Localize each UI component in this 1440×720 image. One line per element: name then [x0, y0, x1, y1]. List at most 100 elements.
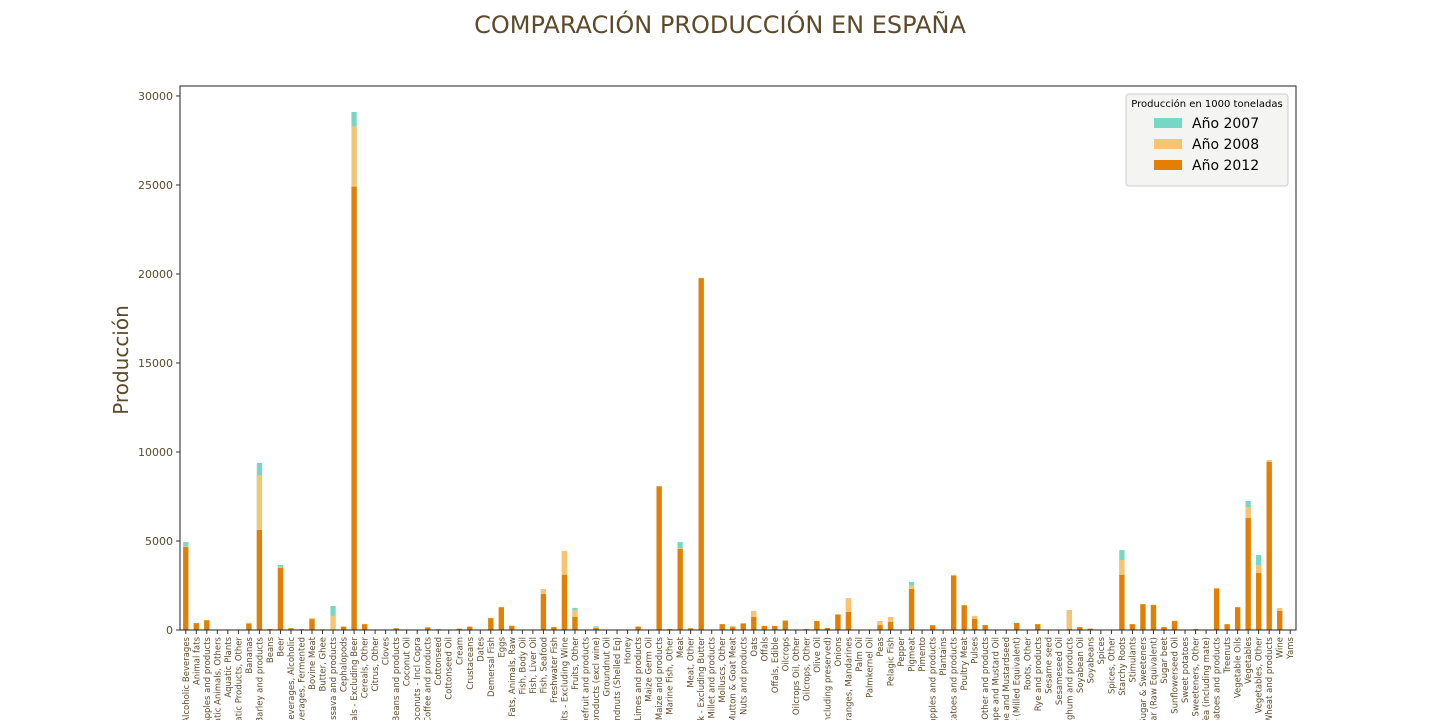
bar — [309, 619, 315, 630]
x-tick-label: Cassava and products — [329, 636, 339, 720]
y-tick-label: 0 — [166, 624, 173, 637]
bar — [183, 547, 189, 630]
bar — [814, 621, 820, 630]
bar — [1234, 607, 1241, 630]
bar — [772, 626, 778, 630]
x-tick-label: Roots, Other — [1023, 637, 1033, 691]
x-tick-label: Barley and products — [255, 636, 265, 720]
x-tick-label: Yams — [1286, 636, 1296, 660]
x-tick-label: Soyabeans — [1086, 636, 1096, 683]
x-tick-label: Groundnuts (Shelled Eq) — [613, 637, 623, 720]
x-tick-label: Wine — [1276, 637, 1286, 658]
x-tick-label: Pineapples and products — [929, 636, 939, 720]
legend-swatch — [1154, 139, 1182, 149]
bar — [635, 626, 641, 630]
x-tick-label: Citrus, Other — [371, 637, 381, 692]
x-tick-label: Coconut Oil — [403, 637, 413, 686]
bar — [593, 628, 599, 630]
legend-label: Año 2012 — [1192, 158, 1259, 174]
x-tick-label: Oilcrops Oil, Other — [792, 636, 802, 715]
bar — [540, 594, 547, 630]
y-tick-label: 25000 — [138, 179, 173, 192]
x-tick-label: Lemons, Limes and products — [634, 636, 644, 720]
x-tick-label: Beverages, Fermented — [297, 637, 307, 720]
bar — [782, 621, 788, 630]
x-tick-label: Crustaceans — [466, 636, 476, 689]
bar — [204, 620, 210, 630]
x-tick-label: Pimento — [918, 637, 928, 672]
bar — [1129, 624, 1136, 630]
x-tick-label: Vegetable Oils — [1234, 636, 1244, 698]
x-tick-label: Oilcrops, Other — [802, 637, 812, 701]
bar — [1087, 628, 1093, 630]
bar — [688, 628, 694, 630]
x-tick-label: Mutton & Goat Meat — [729, 636, 739, 720]
x-tick-label: Coconuts - Incl Copra — [413, 637, 423, 720]
bar — [835, 614, 841, 630]
x-tick-label: Sugar (Raw Equivalent) — [1149, 637, 1159, 720]
bar — [1277, 610, 1283, 630]
x-tick-label: Starchy Roots — [1118, 636, 1128, 695]
bar — [393, 628, 399, 630]
x-tick-label: Cloves — [382, 636, 392, 665]
x-tick-label: Fish, Seafood — [539, 637, 549, 693]
chart-title: COMPARACIÓN PRODUCCIÓN EN ESPAÑA — [474, 9, 966, 39]
x-tick-label: Sweet potatoes — [1181, 636, 1191, 703]
x-tick-label: Stimulants — [1128, 636, 1138, 682]
bar — [677, 549, 683, 630]
bar — [1266, 461, 1272, 630]
x-tick-label: Onions — [834, 636, 844, 666]
bar — [1171, 621, 1178, 630]
x-tick-label: Meat, Other — [687, 637, 697, 688]
bar — [1224, 624, 1230, 630]
bar — [877, 625, 883, 630]
x-tick-label: Sesame seed — [1044, 637, 1054, 694]
bar — [425, 627, 431, 630]
x-tick-label: Treenuts — [1223, 636, 1233, 674]
y-tick-label: 15000 — [138, 357, 173, 370]
x-tick-label: Sunflowerseed Oil — [1171, 637, 1181, 714]
plot-frame — [179, 85, 1297, 631]
bar — [1119, 574, 1125, 630]
bar — [972, 618, 978, 630]
bar — [340, 626, 347, 630]
x-tick-label: Palmkernel Oil — [865, 637, 875, 698]
x-tick-label: Soyabean Oil — [1076, 637, 1086, 693]
y-tick-label: 30000 — [138, 90, 173, 103]
x-tick-label: Olive Oil — [813, 637, 823, 673]
x-tick-label: Eggs — [497, 636, 507, 657]
x-tick-label: Alcoholic Beverages — [182, 636, 192, 720]
x-tick-label: Vegetables — [1244, 636, 1254, 684]
bar — [751, 617, 757, 630]
bar — [887, 621, 894, 630]
x-tick-label: Nuts and products — [739, 636, 749, 715]
x-tick-label: Spices — [1097, 636, 1107, 664]
bar — [961, 605, 967, 630]
bar — [845, 612, 852, 630]
x-tick-label: Maize Germ Oil — [645, 637, 655, 702]
x-tick-label: Palm Oil — [855, 637, 865, 672]
x-tick-label: Oats — [750, 636, 760, 656]
bar — [561, 574, 568, 630]
x-tick-label: Fish, Body Oil — [518, 637, 528, 694]
x-tick-label: Spices, Other — [1107, 637, 1117, 695]
x-tick-label: Peas — [876, 636, 886, 656]
bar — [351, 186, 357, 631]
bar — [488, 618, 494, 630]
x-tick-label: Milk - Excluding Butter — [697, 637, 707, 720]
legend-title: Producción en 1000 toneladas — [1131, 98, 1282, 110]
x-tick-label: Pulses, Other and products — [981, 636, 991, 720]
x-tick-label: Sugar & Sweeteners — [1139, 636, 1149, 720]
x-tick-label: Grapes and products (excl wine) — [592, 637, 602, 720]
bar — [1140, 604, 1146, 630]
x-tick-label: Butter, Ghee — [319, 637, 329, 691]
x-tick-label: Aquatic Plants — [224, 636, 234, 697]
y-tick-label: 20000 — [138, 268, 173, 281]
legend-swatch — [1154, 160, 1182, 170]
x-tick-label: Tomatoes and products — [1213, 636, 1223, 720]
x-tick-label: Honey — [624, 637, 634, 664]
bar — [256, 529, 263, 630]
bar — [288, 628, 294, 630]
bar — [761, 626, 767, 630]
